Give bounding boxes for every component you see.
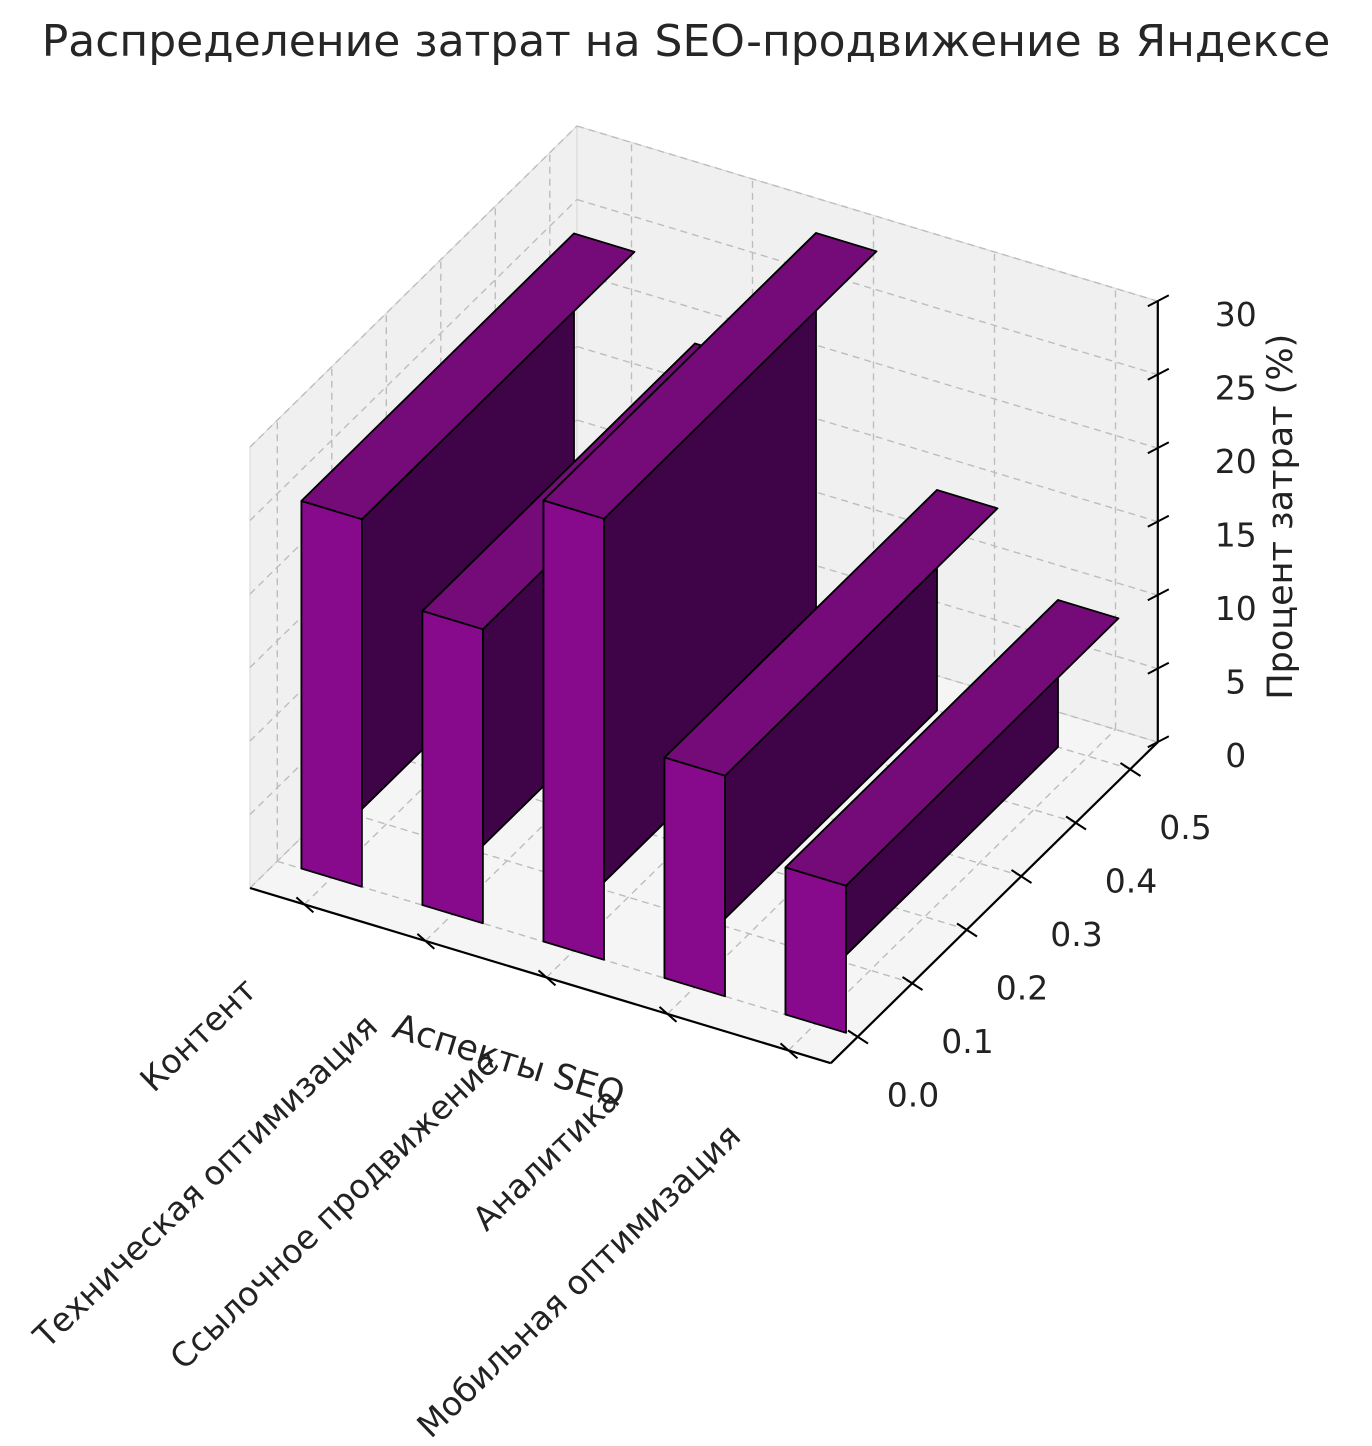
grid-line [576,198,1159,376]
chart-title: Распределение затрат на SEO-продвижение … [41,16,1331,67]
bar-2-front-face [421,610,484,925]
z-tick-mark [1147,735,1170,749]
x-tick-label: Ссылочное продвижение [162,1043,506,1377]
z-tick-mark [1147,441,1170,455]
x-tick-mark [779,1042,799,1060]
x-tick-mark [537,969,557,987]
y-tick-mark [1065,815,1087,831]
z-tick-mark [1147,367,1170,381]
x-tick-label: Мобильная оптимизация [409,1116,748,1445]
grid-line [576,125,1159,302]
y-tick-mark [956,922,978,938]
z-tick-label: 0 [1225,736,1246,775]
bar-5-front-face [784,866,847,1034]
z-tick-label: 30 [1215,295,1257,334]
x-axis-spine [249,886,832,1065]
z-axis-label: Процент затрат (%) [1261,334,1301,700]
x-tick-label: Техническая оптимизация [25,1007,385,1357]
bar-3 [542,232,878,961]
z-tick-mark [1147,588,1170,602]
y-tick-mark [847,1029,869,1045]
grid-line [576,272,1159,449]
y-tick-label: 0.4 [1105,862,1157,901]
y-tick-mark [1119,762,1142,777]
z-tick-label: 15 [1215,516,1257,555]
y-tick-label: 0.3 [1050,915,1102,954]
z-tick-mark [1147,661,1170,675]
bar-4 [663,489,999,998]
z-tick-label: 10 [1215,589,1257,628]
y-tick-mark [1010,869,1033,884]
x-tick-mark [295,896,315,914]
bar-3-front-face [542,499,605,961]
z-tick-label: 5 [1225,663,1246,702]
bar-4-front-face [663,756,726,998]
bar-1 [300,232,636,888]
z-tick-label: 20 [1215,442,1257,481]
y-tick-label: 0.5 [1159,808,1211,847]
grid-line [249,125,578,448]
x-tick-mark [416,933,436,950]
x-tick-label: Контент [132,970,264,1099]
y-tick-label: 0.0 [887,1076,939,1115]
y-axis-spine [830,741,1159,1064]
grid-line [249,199,578,521]
z-tick-mark [1147,294,1170,308]
z-tick-mark [1147,514,1170,528]
bar-5 [784,599,1120,1034]
y-tick-label: 0.1 [941,1022,993,1061]
y-tick-label: 0.2 [996,969,1048,1008]
y-tick-mark [901,976,924,991]
z-tick-label: 25 [1215,369,1257,408]
x-tick-mark [658,1006,678,1023]
bar-1-front-face [300,500,363,888]
